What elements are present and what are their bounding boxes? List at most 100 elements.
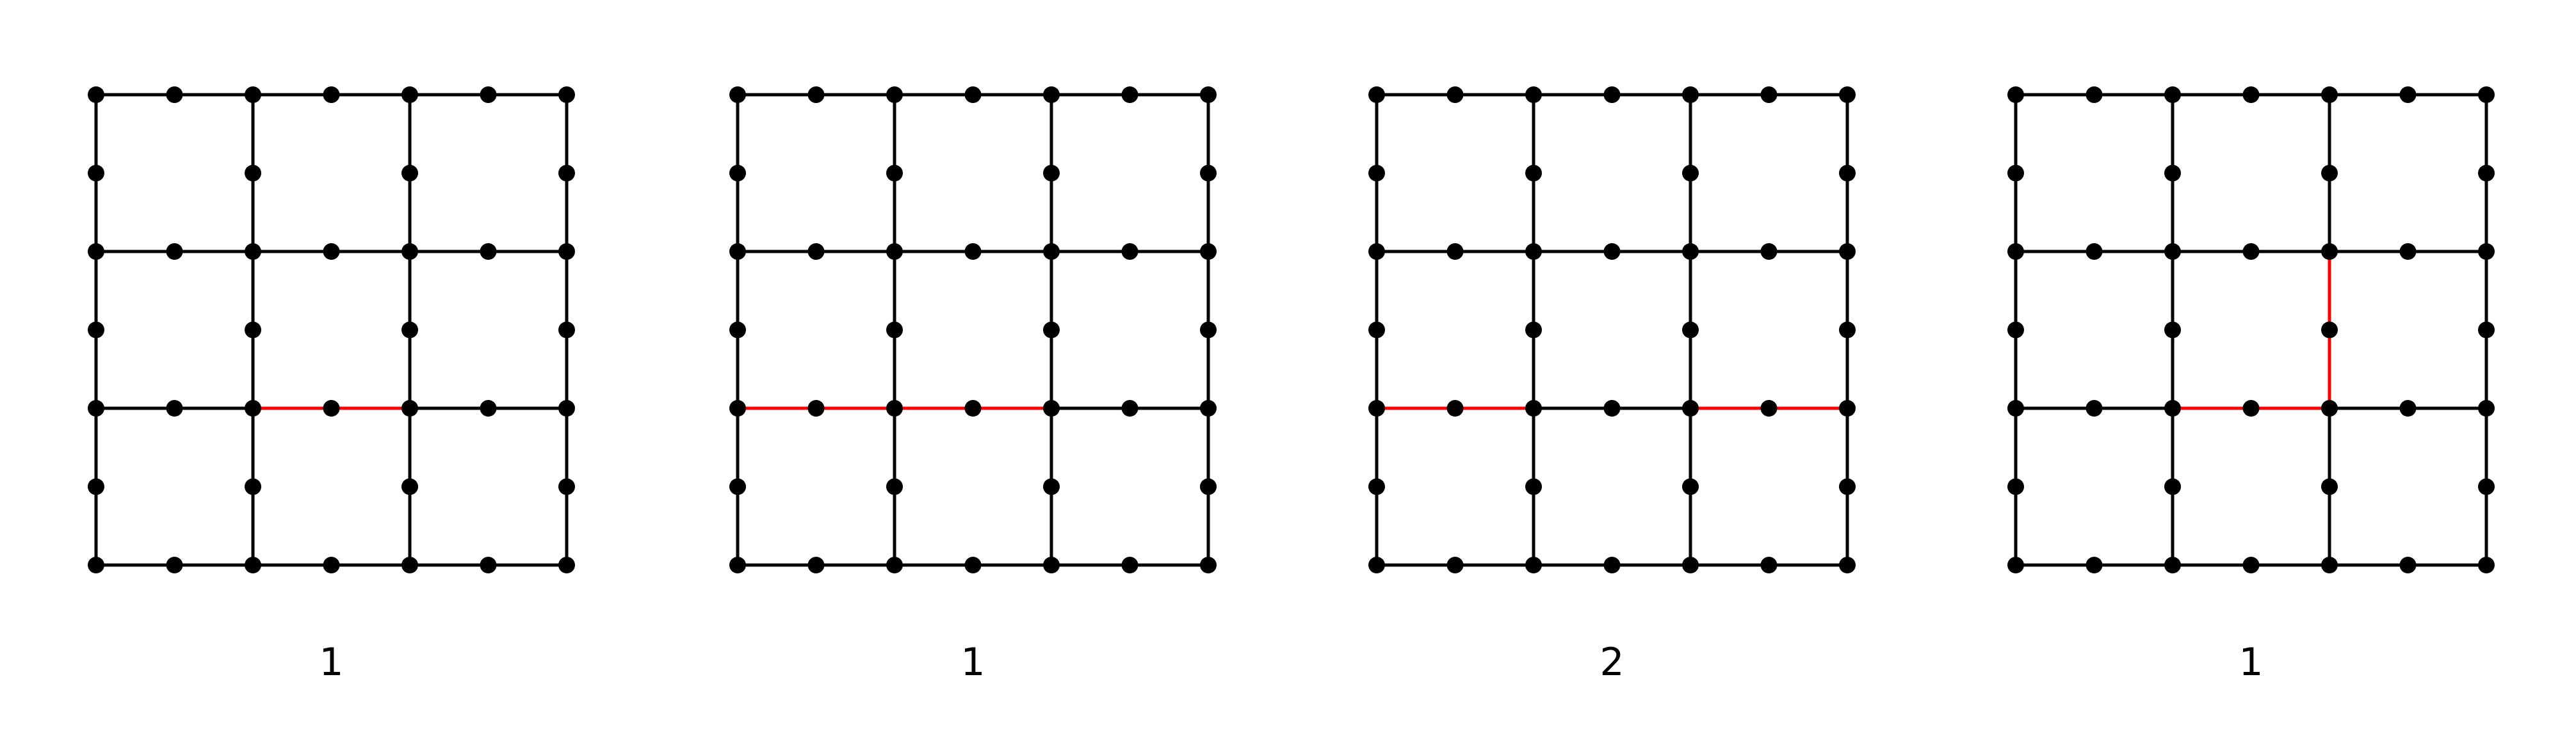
- grid-vertex: [1839, 243, 1856, 260]
- grid-panel-2: 1: [729, 86, 1217, 685]
- grid-vertex: [2478, 557, 2495, 573]
- grid-vertex: [1839, 557, 1856, 573]
- grid-vertex: [1043, 321, 1060, 339]
- grid-vertex: [1525, 243, 1542, 260]
- grid-vertex: [2242, 86, 2260, 103]
- grid-vertex: [729, 243, 746, 260]
- grid-vertex: [1043, 243, 1060, 260]
- grid-vertex: [558, 86, 575, 103]
- grid-vertex: [401, 164, 418, 182]
- grid-vertex: [401, 321, 418, 339]
- grid-vertex: [1043, 557, 1060, 573]
- grid-vertex: [2399, 557, 2417, 573]
- grid-vertex: [729, 478, 746, 495]
- grid-vertex: [1446, 400, 1464, 417]
- grid-vertex: [1603, 557, 1621, 573]
- grid-vertex: [964, 400, 982, 417]
- grid-vertex: [2164, 243, 2181, 260]
- grid-vertex: [886, 557, 903, 573]
- grid-vertex: [1446, 243, 1464, 260]
- grid-vertex: [2086, 400, 2103, 417]
- grid-vertex: [1200, 478, 1217, 495]
- grid-vertex: [2007, 164, 2024, 182]
- grid-vertex: [2321, 164, 2338, 182]
- grid-vertex: [245, 400, 261, 417]
- grid-vertex: [1121, 243, 1138, 260]
- grid-vertex: [1368, 321, 1385, 339]
- grid-vertex: [323, 400, 340, 417]
- grid-vertex: [2242, 557, 2260, 573]
- grid-vertex: [1682, 557, 1699, 573]
- grid-vertex: [1682, 400, 1699, 417]
- grid-vertex: [2321, 557, 2338, 573]
- grid-vertex: [886, 86, 903, 103]
- grid-vertex: [1043, 164, 1060, 182]
- grid-vertex: [1603, 86, 1621, 103]
- grid-vertex: [1525, 86, 1542, 103]
- grid-vertex: [88, 321, 104, 339]
- grid-vertex: [323, 243, 340, 260]
- grid-vertex: [1368, 400, 1385, 417]
- grid-vertex: [729, 321, 746, 339]
- grid-vertex: [2321, 243, 2338, 260]
- grid-vertex: [2399, 86, 2417, 103]
- grid-vertex: [2164, 557, 2181, 573]
- grid-vertex: [1200, 321, 1217, 339]
- grid-vertex: [886, 164, 903, 182]
- grid-vertex: [2478, 321, 2495, 339]
- grid-panel-3: 2: [1368, 86, 1856, 685]
- grid-vertex: [166, 243, 183, 260]
- grid-panel-4: 1: [2007, 86, 2495, 685]
- grid-vertex: [1525, 400, 1542, 417]
- grid-vertex: [1682, 86, 1699, 103]
- grid-vertex: [807, 557, 825, 573]
- grid-vertex: [2321, 321, 2338, 339]
- grid-vertex: [480, 86, 497, 103]
- grid-vertex: [1525, 164, 1542, 182]
- grid-vertex: [964, 86, 982, 103]
- grid-vertex: [2478, 478, 2495, 495]
- grid-vertex: [166, 557, 183, 573]
- grid-vertex: [401, 86, 418, 103]
- grid-vertex: [1760, 86, 1778, 103]
- grid-vertex: [1368, 478, 1385, 495]
- grid-vertex: [2007, 400, 2024, 417]
- panel-label: 1: [2239, 640, 2263, 685]
- grid-vertex: [2164, 400, 2181, 417]
- grid-vertex: [2086, 243, 2103, 260]
- grid-vertex: [401, 557, 418, 573]
- grid-vertex: [88, 164, 104, 182]
- grid-vertex: [1682, 164, 1699, 182]
- grid-vertex: [2164, 321, 2181, 339]
- grid-vertex: [1839, 321, 1856, 339]
- grid-vertex: [2478, 400, 2495, 417]
- grid-vertex: [729, 557, 746, 573]
- grid-vertex: [2242, 400, 2260, 417]
- grid-vertex: [245, 164, 261, 182]
- grid-vertex: [2086, 86, 2103, 103]
- grid-vertex: [1839, 86, 1856, 103]
- grid-vertex: [964, 243, 982, 260]
- grid-vertex: [964, 557, 982, 573]
- grid-vertex: [2321, 86, 2338, 103]
- panel-label: 1: [960, 640, 985, 685]
- grid-vertex: [1525, 557, 1542, 573]
- panel-label: 2: [1600, 640, 1624, 685]
- grid-vertex: [401, 400, 418, 417]
- grid-vertex: [1368, 164, 1385, 182]
- grid-vertex: [323, 557, 340, 573]
- grid-vertex: [558, 400, 575, 417]
- grid-vertex: [2007, 478, 2024, 495]
- grid-vertex: [1043, 86, 1060, 103]
- grid-vertex: [807, 86, 825, 103]
- grid-vertex: [480, 400, 497, 417]
- grid-vertex: [480, 557, 497, 573]
- grid-vertex: [2399, 243, 2417, 260]
- grid-vertex: [323, 86, 340, 103]
- grid-vertex: [1839, 400, 1856, 417]
- grid-vertex: [1121, 557, 1138, 573]
- grid-vertex: [1368, 557, 1385, 573]
- grid-vertex: [807, 243, 825, 260]
- grid-vertex: [88, 557, 104, 573]
